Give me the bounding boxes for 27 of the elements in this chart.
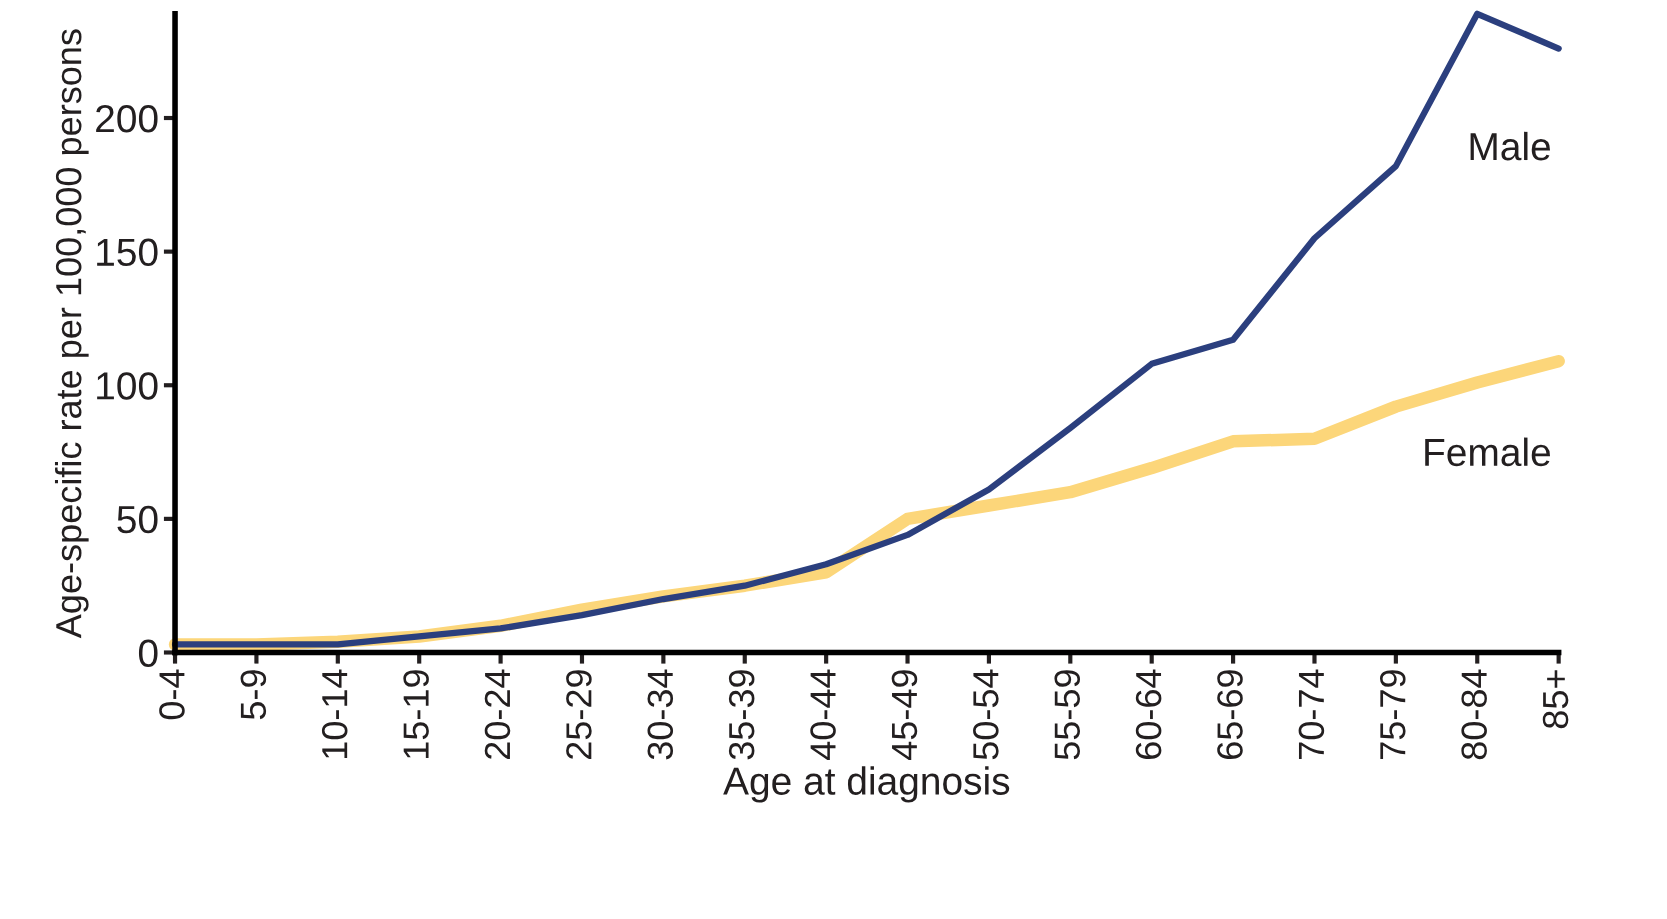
y-tick-label: 50 (117, 505, 158, 534)
x-tick-label: 25-29 (566, 670, 592, 759)
x-tick-label: 5-9 (240, 670, 267, 720)
x-tick-label: 50-54 (973, 669, 999, 760)
y-tick-label: 0 (138, 639, 158, 667)
y-tick-label: 200 (96, 104, 158, 133)
x-tick-label: 55-59 (1054, 670, 1081, 760)
y-tick-label: 100 (97, 372, 158, 400)
x-tick-label: 85+ (1542, 670, 1569, 729)
x-tick-label: 65-69 (1217, 670, 1243, 759)
x-tick-label: 80-84 (1461, 669, 1487, 760)
y-axis-title: Age-specific rate per 100,000 persons (54, 29, 89, 639)
x-tick-label: 15-19 (403, 670, 429, 759)
x-tick-label: 20-24 (484, 669, 511, 759)
x-tick-label: 75-79 (1379, 670, 1406, 759)
series-label: Male (1470, 131, 1550, 161)
x-tick-label: 60-64 (1135, 669, 1162, 759)
x-tick-label: 40-44 (810, 669, 836, 760)
x-tick-label: 35-39 (728, 670, 755, 760)
series-label: Female (1425, 437, 1550, 467)
x-tick-label: 70-74 (1298, 669, 1325, 759)
y-tick-label: 150 (97, 238, 158, 267)
x-tick-label: 30-34 (647, 669, 674, 760)
x-tick-label: 10-14 (321, 669, 348, 759)
x-tick-label: 0-4 (159, 669, 185, 720)
x-tick-label: 45-49 (891, 670, 918, 760)
x-axis-title: Age at diagnosis (723, 766, 1010, 803)
